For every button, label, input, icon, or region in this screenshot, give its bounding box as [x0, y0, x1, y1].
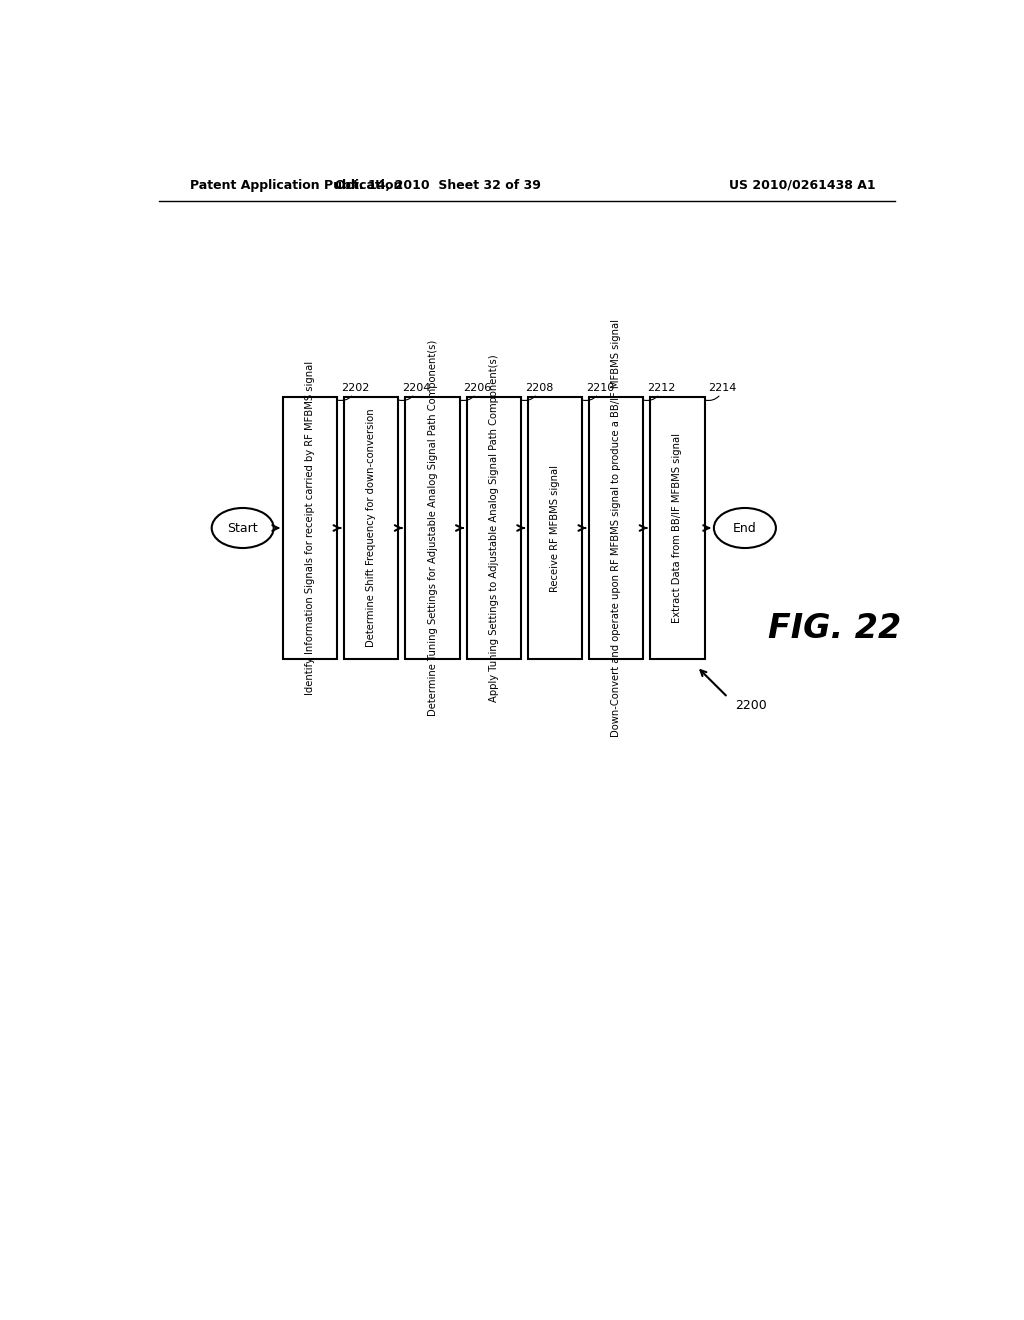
Text: Determine Tuning Settings for Adjustable Analog Signal Path Component(s): Determine Tuning Settings for Adjustable…	[428, 339, 437, 717]
Text: Determine Shift Frequency for down-conversion: Determine Shift Frequency for down-conve…	[367, 409, 377, 647]
Text: 2204: 2204	[402, 383, 431, 393]
Text: US 2010/0261438 A1: US 2010/0261438 A1	[729, 178, 876, 191]
Text: Oct. 14, 2010  Sheet 32 of 39: Oct. 14, 2010 Sheet 32 of 39	[335, 178, 541, 191]
Text: Patent Application Publication: Patent Application Publication	[190, 178, 402, 191]
Text: Down-Convert and operate upon RF MFBMS signal to produce a BB/IF MFBMS signal: Down-Convert and operate upon RF MFBMS s…	[611, 319, 622, 737]
Text: 2210: 2210	[586, 383, 614, 393]
Text: 2202: 2202	[341, 383, 370, 393]
Bar	[283, 397, 337, 659]
Bar	[589, 397, 643, 659]
Text: Receive RF MFBMS signal: Receive RF MFBMS signal	[550, 465, 560, 591]
Text: FIG. 22: FIG. 22	[768, 611, 901, 644]
Ellipse shape	[714, 508, 776, 548]
Text: 2212: 2212	[647, 383, 676, 393]
Bar	[406, 397, 460, 659]
Bar	[344, 397, 398, 659]
Text: 2200: 2200	[735, 698, 767, 711]
Bar	[528, 397, 583, 659]
Text: Apply Tuning Settings to Adjustable Analog Signal Path Component(s): Apply Tuning Settings to Adjustable Anal…	[488, 354, 499, 702]
Text: Extract Data from BB/IF MFBMS signal: Extract Data from BB/IF MFBMS signal	[673, 433, 682, 623]
Text: Identify Information Signals for receipt carried by RF MFBMS signal: Identify Information Signals for receipt…	[305, 360, 315, 696]
Text: Start: Start	[227, 521, 258, 535]
Text: 2208: 2208	[524, 383, 553, 393]
Bar	[467, 397, 521, 659]
Text: 2214: 2214	[709, 383, 737, 393]
Text: End: End	[733, 521, 757, 535]
Text: 2206: 2206	[464, 383, 492, 393]
Ellipse shape	[212, 508, 273, 548]
Bar	[650, 397, 705, 659]
